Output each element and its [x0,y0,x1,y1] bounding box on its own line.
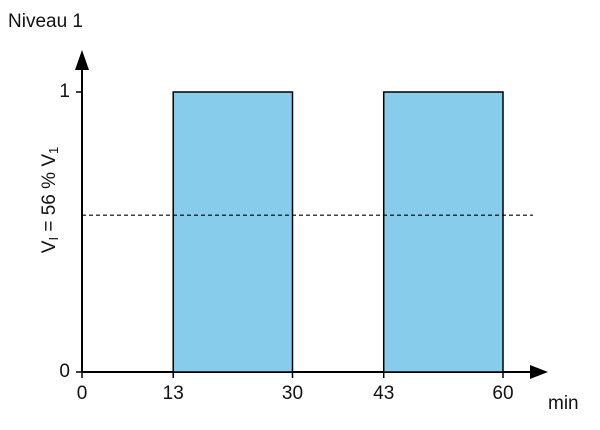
y-label-part: = 56 % V [39,154,60,237]
y-tick-label: 0 [59,361,70,382]
x-tick-label: 60 [492,383,513,404]
x-tick-label: 30 [282,383,303,404]
y-tick-label: 1 [59,81,70,102]
chart-title: Niveau 1 [8,11,83,32]
x-axis-label: min [548,393,579,414]
y-axis-label: VI = 56 % V1 [39,147,61,253]
x-tick-label: 0 [77,383,88,404]
x-axis-arrow [530,365,548,379]
y-axis-arrow [75,50,89,70]
y-label-subscript: 1 [46,147,61,154]
plot-area [82,91,533,373]
bar [382,91,504,373]
bar [172,91,294,373]
x-tick-label: 43 [373,383,394,404]
y-label-part: V [39,240,60,253]
y-label-subscript: I [46,237,61,241]
x-tick-label: 13 [163,383,184,404]
